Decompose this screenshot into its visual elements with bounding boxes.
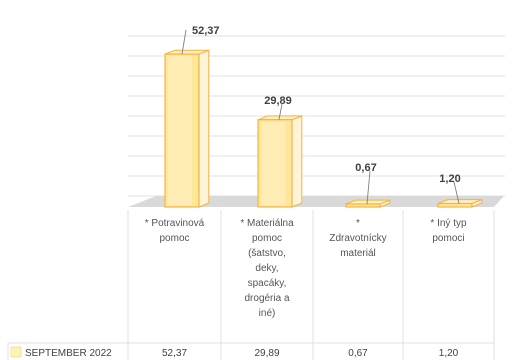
category-label: * Iný typ pomoci xyxy=(430,218,467,244)
leader-line xyxy=(453,181,460,204)
floor-plane xyxy=(128,196,504,207)
table-value: 0,67 xyxy=(348,348,368,359)
bar-front xyxy=(437,202,473,208)
category-label-line: pomoci xyxy=(432,233,464,244)
bar xyxy=(164,49,210,208)
category-label-line: spacáky, xyxy=(248,278,287,289)
data-table: * Potravinová pomoc * Materiálna pomoc (šats… xyxy=(7,210,495,360)
bars xyxy=(164,49,483,208)
table-value: 52,37 xyxy=(162,348,187,359)
bar xyxy=(345,199,391,208)
leader-line xyxy=(181,29,187,55)
category-label-line: deky, xyxy=(255,263,278,274)
series-name: SEPTEMBER 2022 xyxy=(25,348,112,359)
data-label: 1,20 xyxy=(439,173,460,185)
bar xyxy=(437,198,483,208)
category-label: * Potravinová pomoc xyxy=(145,218,205,244)
chart-floor xyxy=(128,196,504,207)
bar-highlight xyxy=(168,56,192,205)
category-label-line: * Materiálna xyxy=(240,218,294,229)
category-label-line: pomoc xyxy=(159,233,189,244)
table-value: 29,89 xyxy=(254,348,279,359)
bar xyxy=(257,115,303,208)
category-label-line: materiál xyxy=(340,248,376,259)
legend-key xyxy=(10,346,22,358)
category-label-line: * Potravinová xyxy=(145,218,205,229)
category-label-line: * Iný typ xyxy=(430,218,467,229)
bar-side xyxy=(198,49,210,208)
bar-highlight xyxy=(261,121,285,205)
leader-line xyxy=(278,103,283,120)
category-label-line: * xyxy=(356,218,360,229)
category-label-line: Zdravotnícky xyxy=(329,233,386,244)
category-label-line: (šatstvo, xyxy=(248,248,286,259)
bar-front xyxy=(345,203,381,208)
category-label-line: iné) xyxy=(259,308,276,319)
leader-line xyxy=(366,170,371,205)
data-label: 0,67 xyxy=(355,162,376,174)
data-label: 29,89 xyxy=(264,95,292,107)
data-labels: 52,37 29,89 0,67 1,20 xyxy=(181,25,461,205)
category-label-line: pomoc xyxy=(252,233,282,244)
bar-side xyxy=(291,115,303,208)
category-label: * Materiálna pomoc (šatstvo, deky, spacáky, d… xyxy=(240,218,294,319)
category-label: * Zdravotnícky materiál xyxy=(329,218,386,259)
category-label-line: drogéria a xyxy=(244,293,289,304)
data-label: 52,37 xyxy=(192,25,220,37)
table-value: 1,20 xyxy=(439,348,459,359)
